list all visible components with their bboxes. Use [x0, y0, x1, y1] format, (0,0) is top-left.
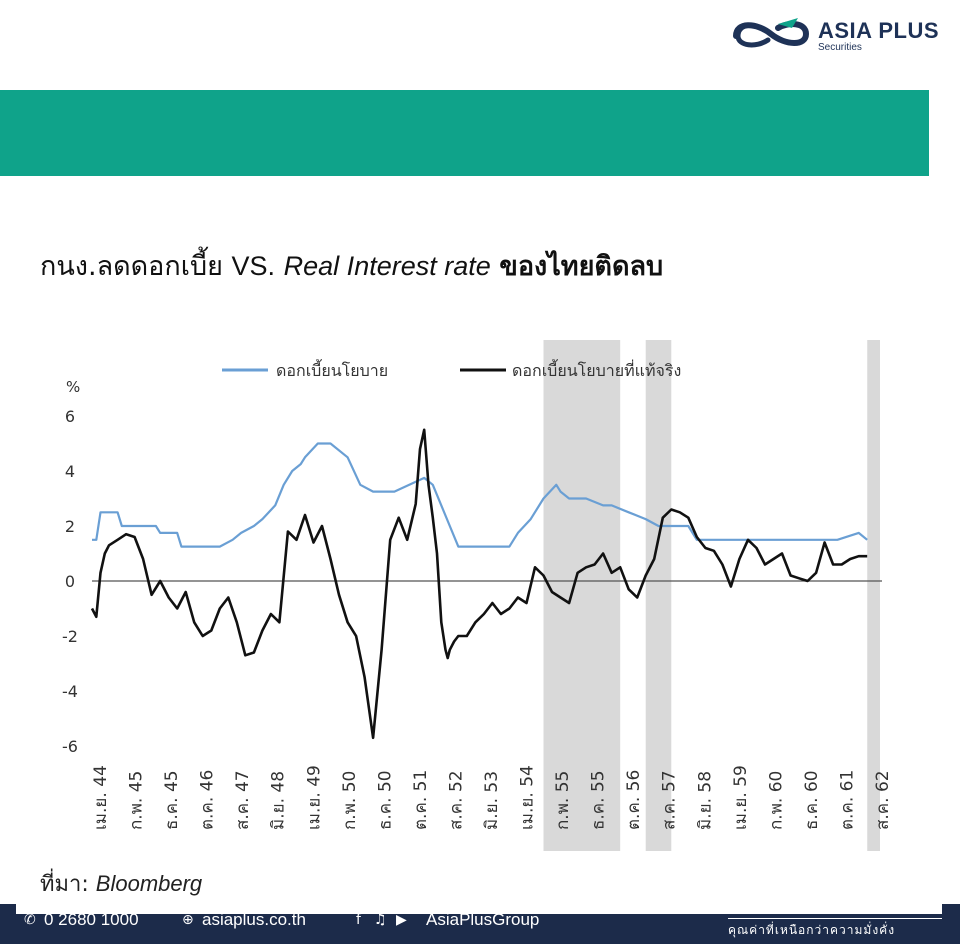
facebook-icon[interactable]: f [356, 912, 361, 928]
y-tick-label: 4 [65, 462, 75, 481]
footer-social[interactable]: AsiaPlusGroup [426, 910, 540, 929]
y-tick-label: 0 [65, 572, 75, 591]
youtube-icon[interactable]: ▶ [396, 912, 407, 928]
legend-label-0: ดอกเบี้ยนโยบาย [276, 359, 388, 380]
y-tick-label: 6 [65, 407, 75, 426]
source-name: Bloomberg [95, 871, 203, 896]
x-tick-label: มิ.ย. 53 [482, 771, 502, 830]
x-tick-label: ส.ค. 62 [873, 770, 893, 830]
x-tick-label: ส.ค. 52 [446, 770, 466, 830]
x-tick-label: ต.ค. 61 [837, 770, 857, 830]
footer-website[interactable]: asiaplus.co.th [202, 910, 306, 929]
x-tick-label: ต.ค. 56 [624, 770, 644, 830]
source-note: ที่มา: Bloomberg [40, 866, 202, 901]
series-line-0 [92, 442, 868, 548]
x-tick-label: ต.ค. 51 [411, 770, 431, 830]
x-tick-label: ส.ค. 47 [233, 770, 253, 830]
x-tick-label: ส.ค. 57 [660, 770, 680, 830]
x-tick-label: ก.พ. 55 [553, 771, 573, 830]
x-tick-label: ธ.ค. 45 [162, 770, 182, 830]
x-tick-label: มิ.ย. 58 [695, 771, 715, 830]
twitter-icon[interactable]: ♫ [374, 912, 387, 928]
chart-title: กนง.ลดดอกเบี้ย VS. Real Interest rate ขอ… [40, 244, 663, 287]
shaded-period-2 [867, 340, 880, 851]
x-tick-label: ธ.ค. 55 [589, 770, 609, 830]
infinity-logo-icon [733, 18, 810, 48]
x-tick-label: ก.พ. 60 [766, 771, 786, 830]
x-tick-label: ก.พ. 45 [127, 771, 147, 830]
logo-subtitle: Securities [818, 42, 862, 53]
footer-phone[interactable]: 0 2680 1000 [44, 910, 139, 929]
y-tick-label: 2 [65, 517, 75, 536]
interest-rate-chart: -6 -4 -2 0 2 4 6% เม.ย. 44 ก.พ. 45 ธ.ค. 45 ต.ค. 46… [62, 340, 893, 851]
footer-tagline: คุณค่าที่เหนือกว่าความมั่งคั่ง [728, 918, 942, 940]
x-tick-label: เม.ย. 54 [518, 765, 538, 830]
x-tick-label: ก.พ. 50 [340, 771, 360, 830]
y-tick-label: -4 [62, 682, 78, 701]
footer-top-strip [16, 904, 942, 914]
x-tick-label: ธ.ค. 50 [375, 770, 395, 830]
x-tick-label: ธ.ค. 60 [802, 770, 822, 830]
x-tick-label: มิ.ย. 48 [269, 771, 289, 830]
x-tick-label: เม.ย. 44 [91, 765, 111, 830]
x-tick-label: เม.ย. 49 [304, 765, 324, 830]
title-thai-prefix: กนง.ลดดอกเบี้ย [40, 251, 223, 282]
y-tick-label: -2 [62, 627, 78, 646]
series-line-1 [90, 428, 868, 740]
title-thai-suffix: ของไทยติดลบ [499, 251, 664, 282]
y-axis-unit-label: % [66, 378, 80, 396]
legend-label-1: ดอกเบี้ยนโยบายที่แท้จริง [512, 359, 681, 380]
source-prefix: ที่มา: [40, 872, 89, 897]
globe-icon: ⊕ [182, 912, 194, 928]
x-tick-label: เม.ย. 59 [731, 765, 751, 830]
header-band [0, 90, 929, 176]
shaded-period-1 [645, 340, 672, 851]
x-tick-label: ต.ค. 46 [198, 770, 218, 830]
logo-name: ASIA PLUS [818, 18, 940, 43]
asia-plus-logo: ASIA PLUS Securities [726, 14, 946, 56]
title-vs: VS. [231, 251, 276, 281]
title-real-rate: Real Interest rate [283, 251, 491, 281]
phone-icon: ✆ [24, 912, 36, 928]
y-tick-label: -6 [62, 737, 78, 756]
